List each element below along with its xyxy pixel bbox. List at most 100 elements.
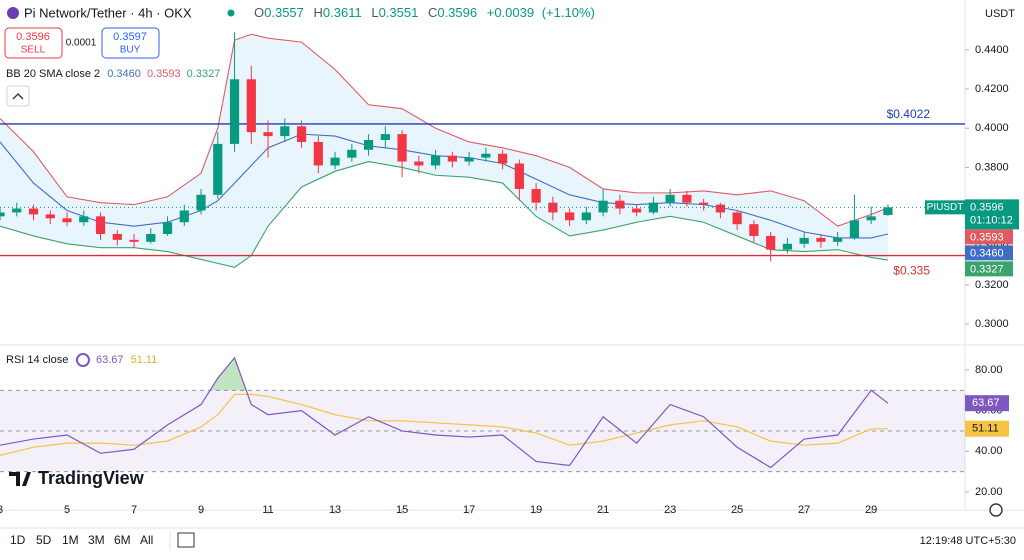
- candle-body: [45, 214, 55, 219]
- settings-icon[interactable]: [989, 503, 1003, 517]
- candle-body: [229, 79, 240, 144]
- collapse-button[interactable]: [6, 85, 30, 107]
- candle-body: [162, 222, 173, 234]
- high-value: 0.3611: [323, 5, 362, 20]
- candle-body: [280, 126, 290, 137]
- quote-currency: USDT: [985, 8, 1015, 20]
- chart-title: Pi Network/Tether · 4h · OKX: [24, 5, 192, 20]
- sell-button[interactable]: 0.3596 SELL: [4, 27, 63, 59]
- collapse-box[interactable]: [6, 85, 30, 107]
- rsi-ma-badge-label: 51.11: [972, 423, 999, 435]
- candle-body: [481, 153, 491, 158]
- clock: 12:19:48 UTC+5:30: [920, 535, 1016, 547]
- rsi-line: [0, 356, 889, 469]
- date-range-button[interactable]: [177, 532, 195, 548]
- rsi-icon: [76, 353, 90, 367]
- candle-body: [682, 194, 692, 203]
- open-label: O: [254, 5, 264, 20]
- candle-body: [112, 233, 122, 240]
- sell-box[interactable]: [4, 27, 63, 59]
- band-badge-label: 0.3460: [970, 247, 1004, 259]
- range-button[interactable]: 3M: [88, 533, 105, 547]
- bb-lower: 0.3327: [187, 68, 221, 80]
- candle-body: [497, 153, 508, 164]
- candle-body: [749, 224, 759, 236]
- rsi-overbought-fill: [0, 357, 888, 391]
- range-button[interactable]: 1M: [62, 533, 79, 547]
- rsi-y-tick-label: 80.00: [975, 364, 1003, 376]
- candle-body: [414, 161, 424, 166]
- band-badge-label: 0.3593: [970, 231, 1004, 243]
- bb-basis: 0.3460: [107, 68, 141, 80]
- candle-body: [766, 235, 776, 250]
- candle-body: [380, 134, 390, 140]
- candle-body: [28, 208, 39, 215]
- spread: 0.0001: [66, 38, 97, 49]
- horizontal-line-label: $0.335: [893, 264, 930, 278]
- buy-button[interactable]: 0.3597 BUY: [101, 27, 160, 59]
- x-tick-label: 15: [396, 504, 408, 516]
- buy-box[interactable]: [101, 27, 160, 59]
- low-label: L: [371, 5, 378, 20]
- y-tick-label: 0.3800: [975, 161, 1009, 173]
- candle-body: [665, 194, 675, 203]
- range-button[interactable]: 1D: [10, 533, 26, 547]
- candle-body: [213, 143, 223, 195]
- candle-body: [531, 188, 541, 203]
- y-tick-label: 0.4200: [975, 83, 1009, 95]
- band-basis: [0, 133, 889, 239]
- x-tick-label: 7: [131, 504, 137, 516]
- x-tick-label: 21: [597, 504, 609, 516]
- last-price-label: 0.3596: [970, 201, 1004, 213]
- low-value: 0.3551: [379, 5, 419, 20]
- collapse-icon[interactable]: [12, 93, 24, 100]
- candle-body: [397, 134, 407, 162]
- candle-body: [330, 157, 340, 166]
- bb-name: BB 20 SMA close 2: [6, 68, 100, 80]
- countdown-label: 01:10:12: [970, 214, 1013, 226]
- range-button[interactable]: 5D: [36, 533, 52, 547]
- candle-body: [196, 194, 206, 211]
- candle-body: [849, 220, 860, 238]
- x-tick-label: 27: [798, 504, 810, 516]
- symbol-icon: [7, 7, 19, 19]
- candle-body: [129, 239, 139, 242]
- calendar-icon[interactable]: [177, 532, 195, 548]
- x-tick-label: 11: [262, 504, 273, 516]
- buy-price[interactable]: 0.3597: [113, 31, 147, 43]
- rsi-value: 63.67: [96, 354, 124, 366]
- candle-body: [95, 216, 106, 234]
- band-badge: [965, 261, 1013, 277]
- x-tick-label: 13: [329, 504, 341, 516]
- candle-body: [866, 216, 876, 221]
- y-tick-label: 0.3200: [975, 279, 1009, 291]
- candle-body: [0, 212, 5, 217]
- candle-body: [598, 200, 608, 213]
- brand-logo: TradingView: [9, 468, 145, 488]
- buy-label[interactable]: BUY: [120, 45, 141, 56]
- settings-button[interactable]: [989, 503, 1003, 517]
- rsi-name: RSI 14 close: [6, 354, 68, 366]
- x-tick-label: 5: [64, 504, 70, 516]
- change-pct: (+1.10%): [542, 5, 595, 20]
- x-tick-label: 29: [865, 504, 877, 516]
- candle-body: [363, 139, 374, 150]
- range-buttons: 1D 5D 1M 3M 6M All: [10, 533, 153, 547]
- sell-label[interactable]: SELL: [21, 45, 46, 56]
- change: +0.0039: [487, 5, 534, 20]
- range-button[interactable]: 6M: [114, 533, 131, 547]
- sell-price[interactable]: 0.3596: [16, 31, 50, 43]
- band-badge: [965, 245, 1013, 261]
- candle-body: [447, 155, 457, 162]
- candle-body: [699, 202, 709, 205]
- brand-name: TradingView: [38, 468, 145, 488]
- x-tick-label: 25: [731, 504, 743, 516]
- range-button[interactable]: All: [140, 533, 153, 547]
- candle-body: [732, 212, 742, 225]
- bb-upper: 0.3593: [147, 68, 181, 80]
- rsi-ma-value: 51.11: [131, 354, 158, 366]
- ohlc: O0.3557 H0.3611 L0.3551 C0.3596 +0.0039 …: [254, 5, 595, 20]
- x-tick-label: 17: [463, 504, 475, 516]
- x-tick-label: 9: [198, 504, 204, 516]
